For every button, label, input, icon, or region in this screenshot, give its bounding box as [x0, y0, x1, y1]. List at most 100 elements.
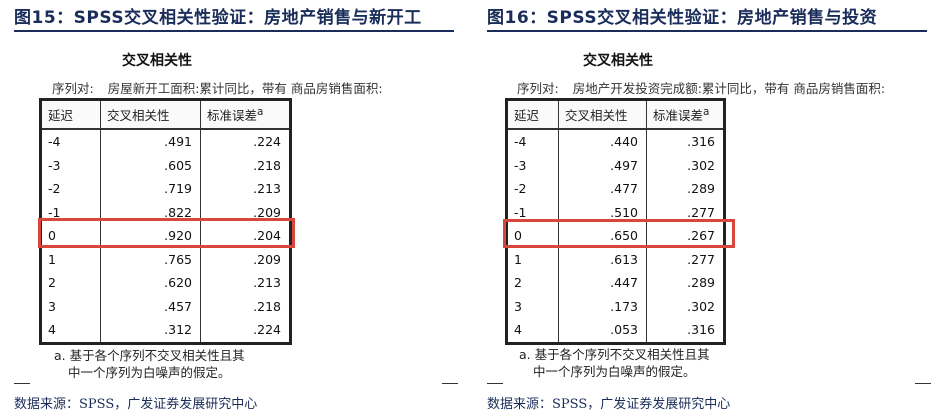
std-error-cell: .289: [646, 271, 726, 295]
cross-correlation-cell: .497: [558, 153, 647, 177]
std-error-cell: .289: [646, 177, 726, 201]
lag-cell: -2: [39, 177, 101, 201]
header-footnote-mark: a: [257, 105, 264, 118]
footnote: a. 基于各个序列不交叉相关性且其 中一个序列为白噪声的假定。: [519, 346, 710, 380]
lag-cell: 3: [39, 294, 101, 318]
title-rule: [487, 30, 927, 32]
lag-cell: -4: [39, 129, 101, 154]
std-error-cell: .277: [646, 247, 726, 271]
title-rule: [14, 30, 454, 32]
header-lag: 延迟: [39, 98, 101, 130]
source-note: 数据来源：SPSS，广发证券发展研究中心: [487, 397, 731, 412]
table-title: 交叉相关性: [122, 53, 192, 69]
std-error-cell: .224: [200, 129, 292, 154]
std-error-cell: .204: [200, 224, 292, 248]
table-row: 4.312.224: [39, 318, 292, 345]
table-row: 2.620.213: [39, 271, 292, 295]
right-tick-mark: [442, 383, 458, 384]
series-pair-line: 序列对: 房屋新开工面积:累计同比，带有 商品房销售面积:: [52, 78, 383, 97]
header-std-error: 标准误差a: [200, 98, 292, 130]
header-footnote-mark: a: [703, 105, 710, 118]
table-row: 1.613.277: [505, 247, 726, 271]
header-std-error-label: 标准误差: [653, 108, 704, 123]
table-row: -3.497.302: [505, 153, 726, 177]
figure-title: 图15：SPSS交叉相关性验证：房地产销售与新开工: [14, 8, 422, 28]
figure-16-panel: 图16：SPSS交叉相关性验证：房地产销售与投资 交叉相关性 序列对: 房地产开发…: [487, 0, 942, 420]
lag-cell: 2: [505, 271, 559, 295]
lag-cell: -4: [505, 129, 559, 154]
cross-correlation-cell: .920: [100, 224, 201, 248]
header-lag: 延迟: [505, 98, 559, 130]
lag-cell: -2: [505, 177, 559, 201]
table-row: 0.920.204: [39, 224, 292, 248]
figure-15-panel: 图15：SPSS交叉相关性验证：房地产销售与新开工 交叉相关性 序列对: 房屋新开…: [14, 0, 469, 420]
left-tick-mark: [14, 383, 30, 384]
std-error-cell: .302: [646, 294, 726, 318]
lag-cell: -3: [505, 153, 559, 177]
series-pair-label: 序列对:: [52, 81, 94, 96]
lag-cell: 4: [505, 318, 559, 345]
std-error-cell: .267: [646, 224, 726, 248]
cross-correlation-cell: .719: [100, 177, 201, 201]
table-row: 3.173.302: [505, 294, 726, 318]
std-error-cell: .316: [646, 129, 726, 154]
source-note: 数据来源：SPSS，广发证券发展研究中心: [14, 397, 258, 412]
series-pair-value: 房地产开发投资完成额:累计同比，带有 商品房销售面积:: [572, 81, 886, 96]
cross-correlation-cell: .173: [558, 294, 647, 318]
std-error-cell: .302: [646, 153, 726, 177]
footnote-line-2: 中一个序列为白噪声的假定。: [533, 364, 696, 379]
table-row: -1.510.277: [505, 200, 726, 224]
table-row: 4.053.316: [505, 318, 726, 345]
cross-correlation-cell: .477: [558, 177, 647, 201]
series-pair-label: 序列对:: [517, 81, 559, 96]
std-error-cell: .218: [200, 294, 292, 318]
cross-correlation-cell: .613: [558, 247, 647, 271]
table-header-row: 延迟 交叉相关性 标准误差a: [505, 98, 726, 130]
header-std-error: 标准误差a: [646, 98, 726, 130]
std-error-cell: .316: [646, 318, 726, 345]
cross-correlation-cell: .312: [100, 318, 201, 345]
lag-cell: 3: [505, 294, 559, 318]
right-tick-mark: [915, 383, 931, 384]
table-body: -4.440.316 -3.497.302 -2.477.289 -1.510.277…: [505, 129, 726, 345]
highlight-box-lag-0: [38, 218, 295, 248]
header-std-error-label: 标准误差: [207, 108, 258, 123]
table-row: -2.719.213: [39, 177, 292, 201]
header-cross-correlation: 交叉相关性: [558, 98, 647, 130]
std-error-cell: .277: [646, 200, 726, 224]
lag-cell: 0: [39, 224, 101, 248]
cross-correlation-cell: .510: [558, 200, 647, 224]
footnote-line-1: a. 基于各个序列不交叉相关性且其: [519, 347, 710, 362]
std-error-cell: .224: [200, 318, 292, 345]
cross-correlation-cell: .605: [100, 153, 201, 177]
cross-correlation-cell: .491: [100, 129, 201, 154]
table-row: -4.440.316: [505, 129, 726, 154]
left-tick-mark: [487, 383, 503, 384]
table-row: -4.491.224: [39, 129, 292, 154]
table-row: -3.605.218: [39, 153, 292, 177]
cross-correlation-cell: .447: [558, 271, 647, 295]
table-row: 2.447.289: [505, 271, 726, 295]
figure-title: 图16：SPSS交叉相关性验证：房地产销售与投资: [487, 8, 878, 28]
table-row: 0.650.267: [505, 224, 726, 248]
std-error-cell: .218: [200, 153, 292, 177]
table-header-row: 延迟 交叉相关性 标准误差a: [39, 98, 292, 130]
cross-correlation-cell: .440: [558, 129, 647, 154]
series-pair-line: 序列对: 房地产开发投资完成额:累计同比，带有 商品房销售面积:: [517, 78, 885, 97]
lag-cell: 2: [39, 271, 101, 295]
lag-cell: 0: [505, 224, 559, 248]
lag-cell: 4: [39, 318, 101, 345]
lag-cell: -3: [39, 153, 101, 177]
lag-cell: 1: [505, 247, 559, 271]
footnote-line-1: a. 基于各个序列不交叉相关性且其: [54, 348, 245, 363]
footnote-line-2: 中一个序列为白噪声的假定。: [68, 365, 231, 380]
highlight-box-lag-0: [503, 219, 735, 248]
cross-correlation-cell: .620: [100, 271, 201, 295]
std-error-cell: .209: [200, 247, 292, 271]
lag-cell: -1: [505, 200, 559, 224]
table-row: 3.457.218: [39, 294, 292, 318]
table-row: 1.765.209: [39, 247, 292, 271]
table-row: -2.477.289: [505, 177, 726, 201]
header-cross-correlation: 交叉相关性: [100, 98, 201, 130]
std-error-cell: .213: [200, 271, 292, 295]
